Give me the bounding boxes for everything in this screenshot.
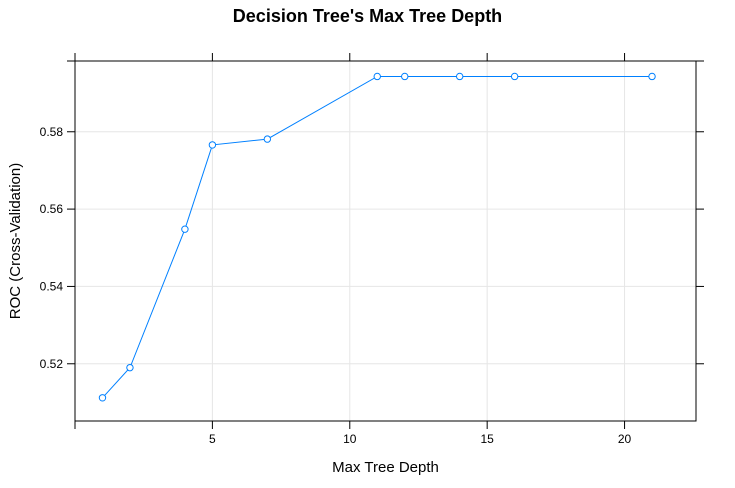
data-point <box>181 225 189 233</box>
x-tick-label: 15 <box>480 432 494 446</box>
data-series <box>98 72 656 402</box>
grid-lines <box>75 61 696 421</box>
axis-ticks: 5 10 15 20 0.52 0.54 0.56 0.58 <box>40 53 704 446</box>
data-point <box>648 72 656 81</box>
y-tick-label: 0.56 <box>40 202 64 216</box>
data-point <box>455 72 464 81</box>
y-tick-label: 0.52 <box>40 357 64 371</box>
x-axis-label: Max Tree Depth <box>332 459 439 476</box>
x-tick-label: 20 <box>618 432 632 446</box>
data-point <box>510 72 519 81</box>
plot-frame <box>74 60 697 422</box>
x-tick-label: 10 <box>343 432 357 446</box>
data-point <box>98 394 107 402</box>
y-tick-label: 0.54 <box>40 279 64 293</box>
series-line <box>102 75 653 399</box>
y-axis-label: ROC (Cross-Validation) <box>7 163 24 319</box>
data-point <box>126 363 134 372</box>
data-point <box>401 72 409 81</box>
data-point <box>373 72 381 81</box>
data-point <box>208 141 217 149</box>
x-tick-label: 5 <box>209 432 216 446</box>
chart-title: Decision Tree's Max Tree Depth <box>233 6 502 26</box>
data-point <box>263 135 272 143</box>
y-tick-label: 0.58 <box>40 125 64 139</box>
